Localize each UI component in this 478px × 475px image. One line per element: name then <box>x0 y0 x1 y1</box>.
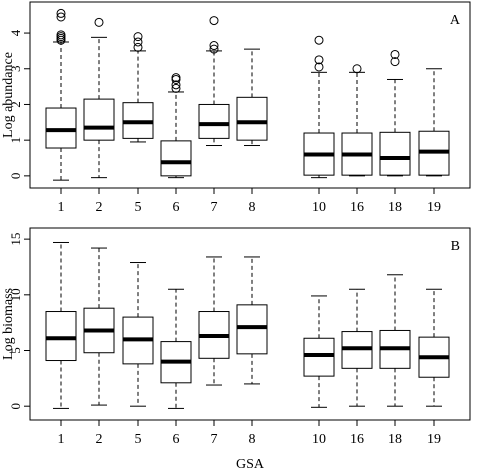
y-tick-label: 1 <box>8 137 23 144</box>
box <box>160 140 192 177</box>
x-tick-label: 10 <box>312 432 326 447</box>
panel-label: A <box>450 13 461 28</box>
box <box>45 311 77 362</box>
x-tick-label: 19 <box>427 200 441 215</box>
outlier <box>171 73 181 83</box>
y-tick-label: 2 <box>8 101 23 108</box>
x-tick-label: 7 <box>211 432 218 447</box>
x-tick-label: 5 <box>135 200 142 215</box>
outlier <box>314 35 324 45</box>
outlier <box>209 44 219 54</box>
box <box>45 107 77 149</box>
outlier <box>209 16 219 26</box>
x-tick-label: 19 <box>427 432 441 447</box>
x-tick-label: 6 <box>173 200 180 215</box>
x-tick-label: 18 <box>388 200 402 215</box>
x-tick-label: 6 <box>173 432 180 447</box>
outlier <box>94 17 104 27</box>
box <box>236 304 268 355</box>
x-tick-label: 2 <box>96 432 103 447</box>
box <box>198 103 230 139</box>
y-tick-label: 10 <box>8 288 23 301</box>
outlier <box>133 32 143 42</box>
outlier <box>314 55 324 65</box>
plot-frame <box>29 227 471 421</box>
outlier <box>390 49 400 59</box>
y-tick-label: 0 <box>8 173 23 180</box>
y-tick-label: 0 <box>8 403 23 410</box>
outlier <box>56 30 66 40</box>
y-tick-label: 3 <box>8 66 23 73</box>
x-tick-label: 18 <box>388 432 402 447</box>
x-tick-label: 2 <box>96 200 103 215</box>
outlier <box>171 83 181 93</box>
y-tick-label: 4 <box>8 29 23 36</box>
outlier <box>171 80 181 90</box>
x-tick-label: 1 <box>58 200 65 215</box>
y-axis-label: Log biomass <box>1 288 16 360</box>
x-tick-label: 5 <box>135 432 142 447</box>
outlier <box>133 42 143 52</box>
outlier <box>56 12 66 22</box>
box <box>303 337 335 377</box>
box <box>379 131 411 176</box>
x-axis-label: GSA <box>236 457 265 472</box>
y-tick-label: 15 <box>8 233 23 246</box>
box <box>236 96 268 141</box>
x-tick-label: 8 <box>249 432 256 447</box>
outlier <box>352 64 362 74</box>
outlier <box>56 8 66 18</box>
x-tick-label: 16 <box>350 432 364 447</box>
panel-label: B <box>451 239 460 254</box>
outlier <box>390 57 400 67</box>
x-tick-label: 1 <box>58 432 65 447</box>
x-tick-label: 16 <box>350 200 364 215</box>
x-tick-label: 8 <box>249 200 256 215</box>
x-tick-label: 7 <box>211 200 218 215</box>
box <box>83 98 115 141</box>
plot-frame <box>29 1 471 189</box>
outlier <box>209 41 219 51</box>
outlier <box>171 74 181 84</box>
x-tick-label: 10 <box>312 200 326 215</box>
outlier <box>133 37 143 47</box>
outlier <box>314 62 324 72</box>
y-axis-label: Log abundance <box>1 52 16 138</box>
y-tick-label: 5 <box>8 347 23 354</box>
